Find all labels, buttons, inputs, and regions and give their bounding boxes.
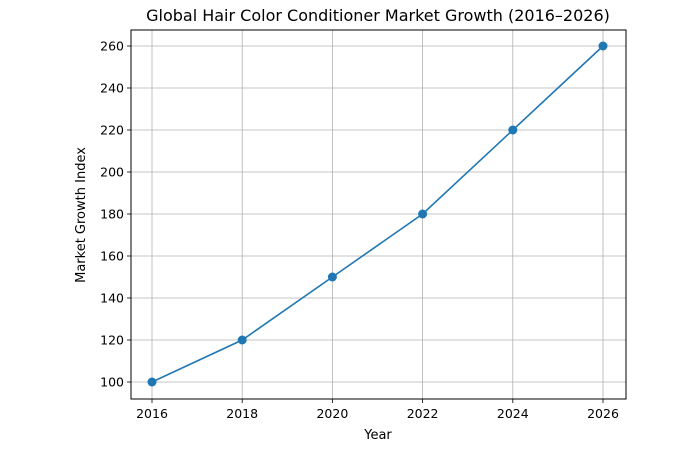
y-tick-label: 160 <box>100 249 124 264</box>
chart-title: Global Hair Color Conditioner Market Gro… <box>146 6 610 25</box>
y-tick-label: 260 <box>100 39 124 54</box>
data-point-marker <box>508 125 518 135</box>
y-axis-ticks: 100 120 140 160 180 200 220 240 260 <box>100 39 131 390</box>
y-tick-label: 240 <box>100 81 124 96</box>
plot-area <box>130 29 627 400</box>
x-tick-label: 2020 <box>316 406 348 421</box>
y-tick-label: 100 <box>100 375 124 390</box>
y-tick-label: 200 <box>100 165 124 180</box>
data-point-marker <box>418 209 428 219</box>
y-tick-label: 140 <box>100 291 124 306</box>
x-tick-label: 2024 <box>497 406 529 421</box>
data-point-marker <box>147 377 157 387</box>
y-tick-label: 180 <box>100 207 124 222</box>
x-tick-label: 2018 <box>226 406 258 421</box>
x-tick-label: 2022 <box>407 406 439 421</box>
y-tick-label: 220 <box>100 123 124 138</box>
x-tick-label: 2016 <box>136 406 168 421</box>
x-axis-ticks: 2016 2018 2020 2022 2024 2026 <box>136 399 619 421</box>
data-point-marker <box>327 272 337 282</box>
x-tick-label: 2026 <box>587 406 619 421</box>
y-tick-label: 120 <box>100 333 124 348</box>
data-series <box>147 41 608 387</box>
grid-lines <box>131 30 626 399</box>
data-point-marker <box>598 41 608 51</box>
x-axis-label: Year <box>363 428 392 443</box>
y-axis-label: Market Growth Index <box>74 147 89 283</box>
data-point-marker <box>237 335 247 345</box>
series-line <box>151 45 604 383</box>
